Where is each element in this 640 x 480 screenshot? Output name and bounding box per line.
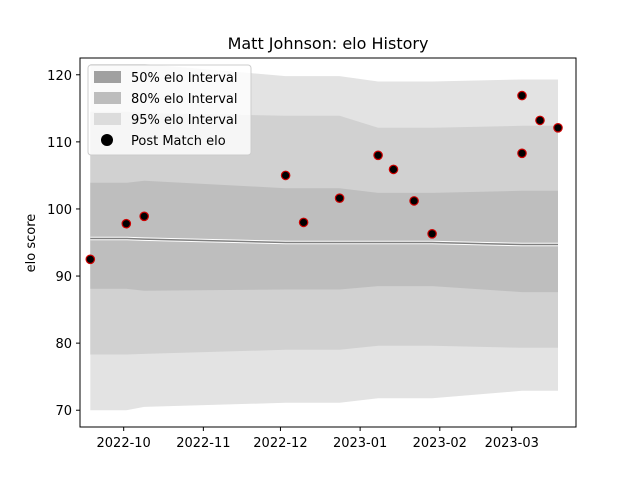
median-line	[90, 237, 558, 246]
x-tick-label: 2023-01	[333, 436, 387, 451]
chart-title: Matt Johnson: elo History	[228, 34, 429, 53]
data-point	[334, 193, 345, 203]
legend-swatch	[94, 92, 121, 104]
y-axis-label: elo score	[24, 214, 39, 273]
x-tick-label: 2022-11	[176, 436, 230, 451]
y-tick-label: 120	[47, 69, 72, 84]
data-point	[139, 211, 149, 222]
legend-label: 80% elo Interval	[131, 92, 238, 107]
data-point	[373, 150, 383, 161]
data-point	[535, 115, 545, 126]
x-tick-label: 2023-03	[485, 436, 539, 451]
data-point	[121, 218, 132, 229]
y-tick-label: 100	[47, 203, 72, 218]
legend: 50% elo Interval 80% elo Interval 95% elo …	[87, 64, 252, 156]
data-point	[427, 229, 437, 239]
legend-swatch	[94, 71, 121, 83]
data-point	[517, 148, 527, 159]
data-point	[388, 164, 399, 175]
y-tick-label: 70	[55, 404, 72, 419]
x-tick-label: 2022-12	[253, 436, 307, 451]
data-point	[517, 90, 527, 101]
data-point	[409, 196, 419, 206]
data-point	[553, 123, 563, 133]
y-tick-label: 80	[55, 337, 72, 352]
data-point	[85, 254, 96, 265]
legend-marker	[101, 134, 113, 146]
legend-swatch	[94, 113, 121, 125]
y-tick-label: 90	[55, 270, 72, 285]
x-tick-label: 2023-02	[413, 436, 467, 451]
x-tick-label: 2022-10	[97, 436, 151, 451]
band-50-elo-interval	[90, 180, 559, 293]
legend-label: 50% elo Interval	[131, 71, 238, 86]
legend-label: Post Match elo	[131, 134, 226, 149]
axes: 70 80 90 100 110 120 2022-10 2022-11 2022-12 2023…	[47, 57, 577, 451]
legend-label: 95% elo Interval	[131, 113, 238, 128]
data-point	[280, 170, 291, 181]
data-point	[298, 217, 309, 228]
y-tick-label: 110	[47, 136, 72, 151]
axes-frame	[79, 57, 577, 428]
legend-box	[87, 64, 252, 156]
